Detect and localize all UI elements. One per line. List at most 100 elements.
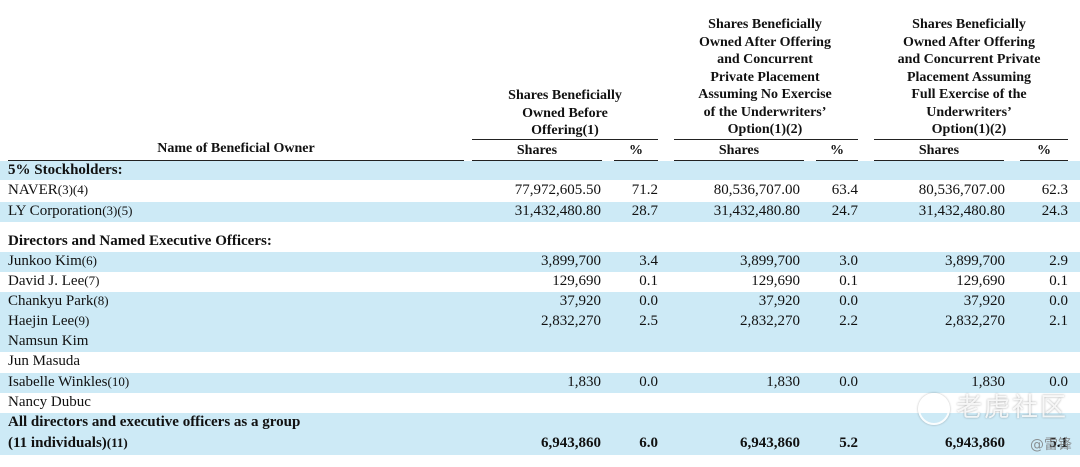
pct-before-cell: 28.7 <box>631 203 658 219</box>
shares-before-cell: 31,432,480.80 <box>514 203 601 219</box>
section-stockholders: 5% Stockholders: <box>0 161 1080 180</box>
shares-after-no-exercise-cell: 31,432,480.80 <box>713 203 800 219</box>
shares-after-no-exercise-cell: 2,832,270 <box>740 313 800 329</box>
table-row: David J. Lee(7) 129,690 0.1 129,690 0.1 129,6… <box>0 272 1080 292</box>
pct-after-no-exercise-cell: 2.2 <box>839 313 858 329</box>
footnote-ref: (6) <box>81 253 97 268</box>
shares-after-full-exercise-cell: 80,536,707.00 <box>918 182 1005 198</box>
name-column-header: Name of Beneficial Owner <box>157 141 315 156</box>
table-row: NAVER(3)(4) 77,972,605.50 71.2 80,536,707.0… <box>0 181 1080 201</box>
owner-name: Chankyu Park(8) <box>8 293 109 309</box>
footnote-ref: (3)(4) <box>57 182 89 197</box>
shares-1-rule <box>472 160 602 161</box>
shares-before-cell: 77,972,605.50 <box>514 182 601 198</box>
shares-after-no-exercise-cell: 1,830 <box>766 374 800 390</box>
group-2-rule <box>674 139 858 140</box>
footnote-ref: (8) <box>93 293 109 308</box>
header-group-2: Shares Beneficially Owned After Offering… <box>698 17 832 137</box>
total-pct-3: 5.1 <box>1049 435 1068 451</box>
pct-3-rule <box>1020 160 1068 161</box>
pct-after-no-exercise-cell: 63.4 <box>831 182 858 198</box>
shares-before-cell: 1,830 <box>567 374 601 390</box>
owner-name: Nancy Dubuc <box>8 394 91 410</box>
total-label-line2: (11 individuals)(11) <box>8 435 128 451</box>
pct-before-cell: 3.4 <box>639 253 658 269</box>
footnote-ref: (3)(5) <box>102 203 133 218</box>
pct-header-2: % <box>830 143 844 158</box>
total-shares-3: 6,943,860 <box>945 435 1005 451</box>
watermark-logo: 老虎社区 <box>917 387 1068 425</box>
author-credit: @雷锋 <box>1030 437 1072 453</box>
owner-name: Jun Masuda <box>8 353 81 369</box>
shares-after-no-exercise-cell: 129,690 <box>751 273 800 289</box>
total-shares-2: 6,943,860 <box>740 435 800 451</box>
table-row: Junkoo Kim(6) 3,899,700 3.4 3,899,700 3.0 3,8… <box>0 252 1080 272</box>
group-1-rule <box>472 139 658 140</box>
shares-after-full-exercise-cell: 37,920 <box>963 293 1005 309</box>
pct-after-full-exercise-cell: 0.1 <box>1049 273 1068 289</box>
shares-after-full-exercise-cell: 2,832,270 <box>945 313 1005 329</box>
pct-before-cell: 0.1 <box>639 273 658 289</box>
owner-name: Junkoo Kim(6) <box>8 253 97 269</box>
owner-name: LY Corporation(3)(5) <box>8 203 133 219</box>
table-row: Namsun Kim <box>0 332 1080 352</box>
table-row: Jun Masuda <box>0 352 1080 372</box>
pct-after-no-exercise-cell: 3.0 <box>839 253 858 269</box>
shares-header-1: Shares <box>516 143 558 158</box>
table-row: LY Corporation(3)(5) 31,432,480.80 28.7 31,… <box>0 202 1080 222</box>
shares-after-full-exercise-cell: 129,690 <box>956 273 1005 289</box>
shares-header-3: Shares <box>918 143 960 158</box>
pct-after-no-exercise-cell: 24.7 <box>831 203 858 219</box>
table-row: Chankyu Park(8) 37,920 0.0 37,920 0.0 37,920 0… <box>0 292 1080 312</box>
pct-before-cell: 0.0 <box>639 293 658 309</box>
shares-2-rule <box>674 160 804 161</box>
shares-before-cell: 3,899,700 <box>541 253 601 269</box>
owner-name: Haejin Lee(9) <box>8 313 90 329</box>
pct-1-rule <box>614 160 658 161</box>
shares-after-no-exercise-cell: 3,899,700 <box>740 253 800 269</box>
total-pct-2: 5.2 <box>839 435 858 451</box>
table-row: Isabelle Winkles(10) 1,830 0.0 1,830 0.0 1,83… <box>0 373 1080 393</box>
owner-name: Isabelle Winkles(10) <box>8 374 130 390</box>
header-group-1: Shares Beneficially Owned Before Offerin… <box>508 88 622 138</box>
footnote-ref: (10) <box>107 374 130 389</box>
pct-after-full-exercise-cell: 2.1 <box>1049 313 1068 329</box>
pct-after-no-exercise-cell: 0.0 <box>839 374 858 390</box>
section-directors-label: Directors and Named Executive Officers: <box>8 233 272 249</box>
pct-after-no-exercise-cell: 0.1 <box>839 273 858 289</box>
shares-3-rule <box>874 160 1004 161</box>
owner-name: Namsun Kim <box>8 333 89 349</box>
pct-before-cell: 0.0 <box>639 374 658 390</box>
pct-header-1: % <box>629 143 643 158</box>
pct-after-full-exercise-cell: 24.3 <box>1041 203 1068 219</box>
pct-before-cell: 71.2 <box>631 182 658 198</box>
pct-after-full-exercise-cell: 0.0 <box>1049 374 1068 390</box>
shares-before-cell: 37,920 <box>559 293 601 309</box>
name-header-rule <box>8 160 464 161</box>
section-directors: Directors and Named Executive Officers: <box>0 231 1080 251</box>
owner-name: NAVER(3)(4) <box>8 182 89 198</box>
table-row: Haejin Lee(9) 2,832,270 2.5 2,832,270 2.2 2,8… <box>0 312 1080 332</box>
total-label-line1: All directors and executive officers as … <box>8 414 301 430</box>
total-pct-1: 6.0 <box>639 435 658 451</box>
pct-before-cell: 2.5 <box>639 313 658 329</box>
shares-after-no-exercise-cell: 37,920 <box>758 293 800 309</box>
total-shares-1: 6,943,860 <box>541 435 601 451</box>
pct-after-no-exercise-cell: 0.0 <box>839 293 858 309</box>
pct-after-full-exercise-cell: 2.9 <box>1049 253 1068 269</box>
table-row: Nancy Dubuc <box>0 393 1080 413</box>
group-3-rule <box>874 139 1068 140</box>
pct-header-3: % <box>1037 143 1051 158</box>
shares-before-cell: 129,690 <box>552 273 601 289</box>
shares-after-full-exercise-cell: 3,899,700 <box>945 253 1005 269</box>
shares-before-cell: 2,832,270 <box>541 313 601 329</box>
header-group-3: Shares Beneficially Owned After Offering… <box>897 17 1041 137</box>
section-stockholders-label: 5% Stockholders: <box>8 162 123 178</box>
shares-after-full-exercise-cell: 1,830 <box>971 374 1005 390</box>
pct-2-rule <box>816 160 858 161</box>
tiger-logo-icon <box>917 392 950 425</box>
footnote-ref: (7) <box>84 273 100 288</box>
shares-after-full-exercise-cell: 31,432,480.80 <box>918 203 1005 219</box>
footnote-ref: (9) <box>74 313 90 328</box>
shares-header-2: Shares <box>718 143 760 158</box>
